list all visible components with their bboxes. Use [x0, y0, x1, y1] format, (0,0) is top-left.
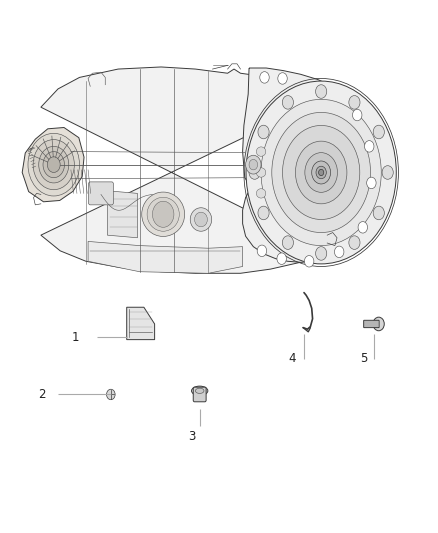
Circle shape — [349, 236, 360, 249]
Ellipse shape — [256, 189, 266, 198]
PathPatch shape — [127, 307, 155, 340]
Circle shape — [373, 125, 385, 139]
Circle shape — [316, 166, 326, 179]
Circle shape — [258, 125, 269, 139]
Circle shape — [33, 140, 74, 190]
Circle shape — [246, 155, 261, 174]
Circle shape — [315, 85, 327, 98]
Circle shape — [312, 161, 331, 184]
Circle shape — [258, 206, 269, 220]
Circle shape — [152, 201, 174, 228]
Circle shape — [47, 157, 60, 173]
Circle shape — [304, 255, 314, 267]
FancyBboxPatch shape — [88, 182, 113, 205]
FancyBboxPatch shape — [193, 387, 206, 402]
Circle shape — [28, 133, 80, 196]
Circle shape — [39, 147, 69, 183]
Ellipse shape — [195, 388, 204, 393]
Circle shape — [106, 389, 115, 400]
Circle shape — [283, 236, 293, 249]
Ellipse shape — [256, 168, 266, 177]
Circle shape — [277, 253, 286, 264]
Text: 3: 3 — [188, 430, 195, 443]
Circle shape — [278, 72, 287, 84]
PathPatch shape — [22, 127, 84, 202]
Circle shape — [261, 99, 381, 246]
Circle shape — [353, 109, 362, 121]
Circle shape — [373, 206, 385, 220]
Text: 4: 4 — [289, 352, 296, 366]
Ellipse shape — [194, 212, 208, 227]
PathPatch shape — [107, 191, 138, 238]
Circle shape — [335, 246, 344, 257]
Ellipse shape — [191, 386, 208, 395]
PathPatch shape — [41, 67, 328, 273]
Circle shape — [349, 95, 360, 109]
PathPatch shape — [88, 241, 243, 273]
Circle shape — [364, 141, 374, 152]
Text: 2: 2 — [38, 388, 45, 401]
Circle shape — [315, 247, 327, 260]
Ellipse shape — [256, 147, 266, 156]
Circle shape — [305, 152, 337, 192]
Text: 1: 1 — [72, 330, 79, 343]
Circle shape — [358, 222, 367, 233]
PathPatch shape — [243, 68, 376, 262]
Circle shape — [295, 141, 347, 204]
Circle shape — [373, 317, 384, 331]
Circle shape — [272, 112, 371, 232]
Ellipse shape — [190, 208, 212, 231]
Circle shape — [318, 169, 324, 175]
Circle shape — [249, 166, 260, 179]
Circle shape — [283, 95, 293, 109]
Circle shape — [367, 177, 376, 189]
Ellipse shape — [142, 192, 185, 237]
Circle shape — [246, 81, 396, 264]
Circle shape — [382, 166, 393, 179]
Ellipse shape — [147, 197, 179, 231]
Circle shape — [283, 125, 360, 220]
Circle shape — [260, 71, 269, 83]
Circle shape — [257, 245, 267, 256]
Text: 5: 5 — [360, 352, 367, 366]
Circle shape — [43, 151, 64, 177]
Circle shape — [249, 159, 258, 170]
FancyBboxPatch shape — [364, 320, 379, 328]
